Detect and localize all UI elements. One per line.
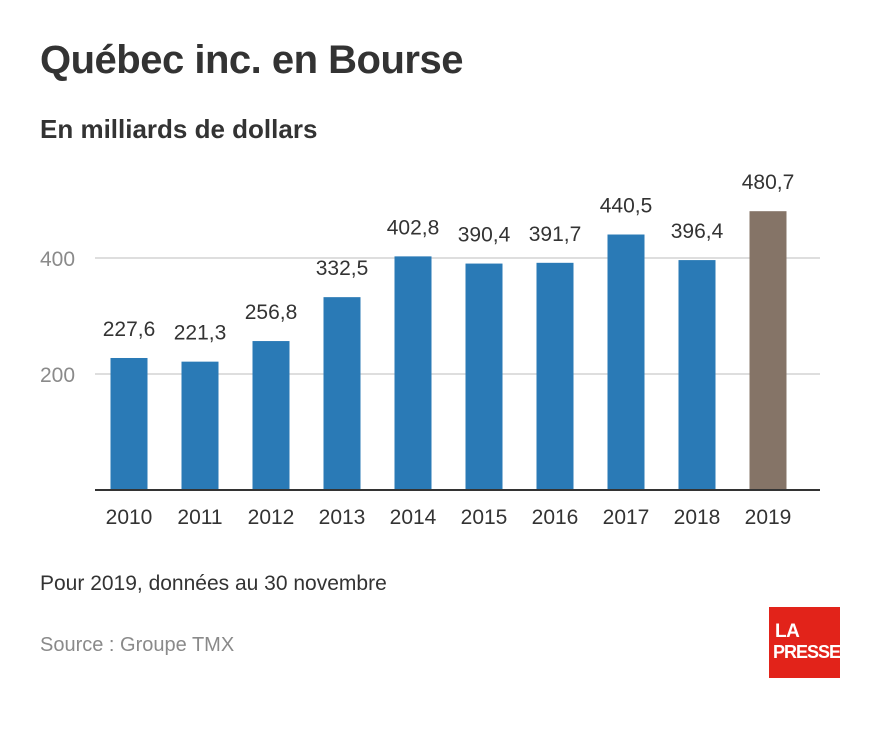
data-note: Pour 2019, données au 30 novembre <box>40 572 387 595</box>
chart-title: Québec inc. en Bourse <box>40 38 463 82</box>
value-label-2013: 332,5 <box>316 257 369 280</box>
logo-line-1: LA <box>775 621 800 642</box>
bar-2017 <box>607 234 645 490</box>
source-credit: Source : Groupe TMX <box>40 634 235 656</box>
value-label-2011: 221,3 <box>174 322 227 345</box>
chart-subtitle: En milliards de dollars <box>40 114 318 144</box>
bar-2014 <box>394 256 432 490</box>
x-tick-label-2015: 2015 <box>461 506 508 529</box>
value-label-2019: 480,7 <box>742 171 795 194</box>
bar-2015 <box>465 263 503 490</box>
value-label-2016: 391,7 <box>529 223 582 246</box>
value-label-2015: 390,4 <box>458 224 511 247</box>
bar-2016 <box>536 262 574 490</box>
value-label-2018: 396,4 <box>671 220 724 243</box>
x-tick-label-2019: 2019 <box>745 506 792 529</box>
x-tick-label-2018: 2018 <box>674 506 721 529</box>
value-label-2017: 440,5 <box>600 195 653 218</box>
la-presse-logo: LA PRESSE <box>769 607 841 678</box>
y-tick-label: 200 <box>40 364 75 387</box>
value-label-2014: 402,8 <box>387 216 440 239</box>
x-tick-label-2017: 2017 <box>603 506 650 529</box>
x-tick-label-2010: 2010 <box>106 506 153 529</box>
logo-line-2: PRESSE <box>773 642 841 662</box>
x-tick-label-2016: 2016 <box>532 506 579 529</box>
bar-2012 <box>252 341 290 490</box>
bar-2018 <box>678 260 716 490</box>
x-tick-label-2012: 2012 <box>248 506 295 529</box>
x-tick-label-2011: 2011 <box>177 506 222 529</box>
bar-2011 <box>181 361 219 490</box>
value-label-2010: 227,6 <box>103 318 156 341</box>
x-tick-label-2013: 2013 <box>319 506 366 529</box>
y-tick-label: 400 <box>40 248 75 271</box>
bar-2010 <box>110 357 148 490</box>
x-tick-label-2014: 2014 <box>390 506 437 529</box>
bar-2013 <box>323 297 361 490</box>
value-label-2012: 256,8 <box>245 301 298 324</box>
bar-chart: 200 400 227,6 2010 221,3 2011 256,8 2012 332,5 20… <box>40 171 820 529</box>
bar-2019 <box>749 211 787 490</box>
